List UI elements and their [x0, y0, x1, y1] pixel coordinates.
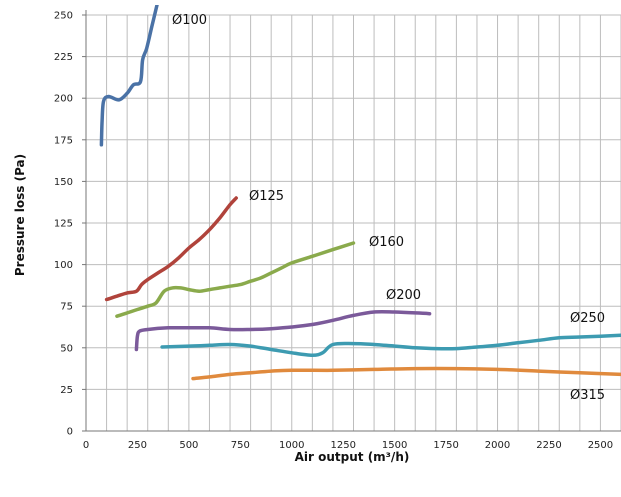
- y-tick-label: 50: [60, 343, 73, 354]
- y-tick-label: 200: [54, 94, 73, 105]
- x-tick-label: 500: [179, 440, 198, 451]
- x-tick-label: 750: [231, 440, 250, 451]
- series-label: Ø250: [570, 311, 605, 326]
- series-line: [115, 241, 356, 318]
- series-label: Ø315: [570, 388, 605, 403]
- y-tick-label: 75: [60, 302, 73, 313]
- y-tick-label: 25: [60, 385, 73, 396]
- x-tick-label: 2000: [485, 440, 510, 451]
- axes: [82, 10, 621, 432]
- y-tick-label: 175: [54, 135, 73, 146]
- y-tick-label: 225: [54, 52, 73, 63]
- y-tick-label: 150: [54, 177, 73, 188]
- series-line: [191, 366, 621, 381]
- series-label: Ø160: [369, 235, 404, 250]
- y-tick-label: 0: [67, 427, 73, 438]
- x-axis-title: Air output (m³/h): [295, 450, 410, 464]
- y-tick-label: 100: [54, 260, 73, 271]
- x-tick-labels: 0 250 500 750 1000 1250 1500 1750 2000 2250 2500: [83, 440, 613, 451]
- y-tick-label: 125: [54, 219, 73, 230]
- x-tick-label: 0: [83, 440, 89, 451]
- x-tick-label: 1250: [330, 440, 355, 451]
- series-line: [160, 333, 621, 358]
- series-label: Ø100: [172, 13, 207, 28]
- x-tick-label: 1500: [382, 440, 407, 451]
- series-lines: [99, 5, 621, 381]
- y-axis-title: Pressure loss (Pa): [13, 154, 27, 276]
- series-labels: Ø100 Ø125 Ø160 Ø200 Ø250 Ø315: [172, 13, 605, 403]
- series-label: Ø200: [386, 288, 421, 303]
- series-line: [104, 196, 238, 302]
- series-label: Ø125: [249, 189, 284, 204]
- y-tick-labels: 0 25 50 75 100 125 150 175 200 225 250: [54, 11, 73, 438]
- x-tick-label: 250: [128, 440, 147, 451]
- x-tick-label: 2500: [588, 440, 613, 451]
- x-tick-label: 1750: [433, 440, 458, 451]
- x-tick-label: 2250: [536, 440, 561, 451]
- y-tick-label: 250: [54, 11, 73, 22]
- x-tick-label: 1000: [279, 440, 304, 451]
- grid: [86, 14, 621, 431]
- series-line: [134, 310, 432, 352]
- series-line: [99, 5, 159, 147]
